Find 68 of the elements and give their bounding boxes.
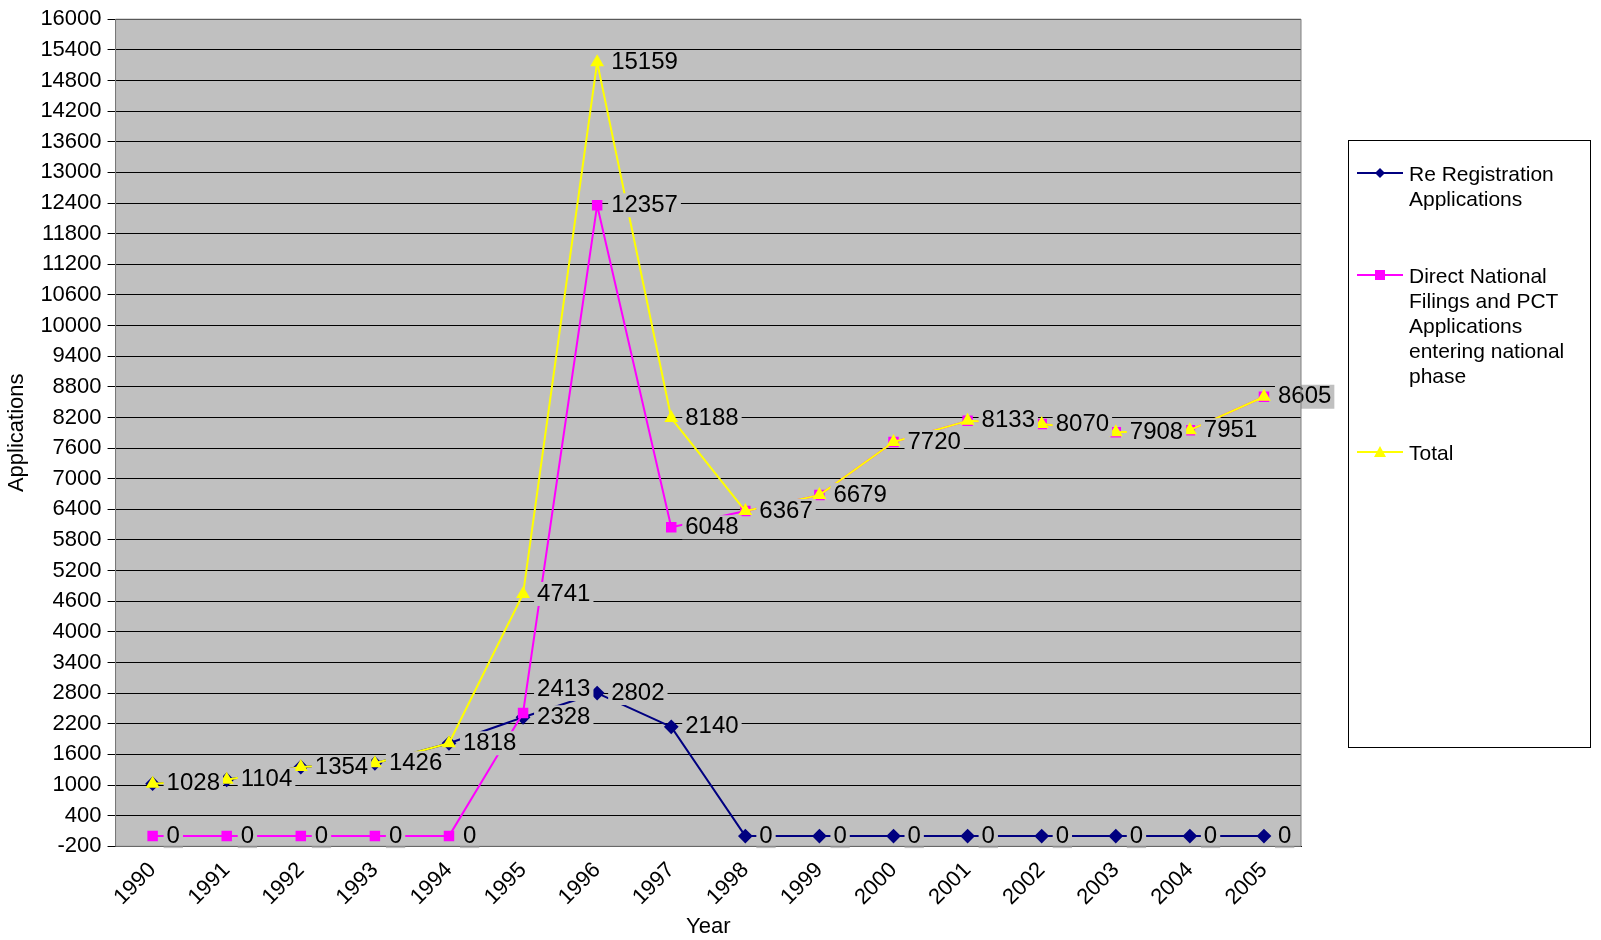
data-label: 1104 xyxy=(240,764,293,792)
y-tick-label: 14200 xyxy=(40,97,102,123)
data-label: 0 xyxy=(981,820,995,848)
data-label: 6367 xyxy=(759,495,813,523)
data-label: 1354 xyxy=(314,751,369,779)
data-label: 12357 xyxy=(611,189,678,217)
data-label: 0 xyxy=(388,820,403,848)
y-tick-label: 6400 xyxy=(52,495,102,521)
y-tick-label: 2200 xyxy=(52,709,102,735)
data-label: 0 xyxy=(907,820,921,848)
y-tick-label: 3400 xyxy=(52,648,102,674)
x-axis-title: Year xyxy=(686,912,731,938)
y-tick-label: 11200 xyxy=(42,250,102,276)
y-tick-label: 16000 xyxy=(40,5,102,31)
y-tick-label: 1000 xyxy=(52,771,102,797)
data-label: 2328 xyxy=(537,701,591,729)
data-label: 7908 xyxy=(1129,416,1184,444)
data-label: 7951 xyxy=(1203,414,1258,442)
y-tick-label: 5200 xyxy=(52,556,102,582)
data-label: 0 xyxy=(166,820,180,848)
y-tick-label: 9400 xyxy=(52,342,102,368)
y-tick-label: 4000 xyxy=(52,617,102,643)
data-label: 1818 xyxy=(462,727,517,755)
data-label: 2802 xyxy=(611,677,665,705)
y-tick-label: 400 xyxy=(64,801,102,827)
data-label: 0 xyxy=(314,820,329,848)
y-tick-label: 5800 xyxy=(52,526,102,552)
data-label: 8070 xyxy=(1055,408,1110,436)
data-label: 0 xyxy=(462,820,477,848)
y-tick-label: 8200 xyxy=(52,403,102,429)
data-label: 6679 xyxy=(833,479,887,507)
y-tick-label: 12400 xyxy=(40,189,102,215)
y-tick-label: 1600 xyxy=(52,740,102,766)
y-tick-label: 15400 xyxy=(40,35,102,61)
data-label: 1426 xyxy=(388,747,443,775)
y-tick-label: 13000 xyxy=(40,158,102,184)
data-label: 0 xyxy=(240,820,255,848)
legend-label: Direct National Filings and PCT Applications entering national phase xyxy=(1409,263,1566,388)
data-label: 15159 xyxy=(611,46,678,74)
y-tick-label: 10000 xyxy=(40,311,102,337)
y-tick-label: 8800 xyxy=(52,372,102,398)
y-tick-label: -200 xyxy=(57,832,102,858)
data-label: 8188 xyxy=(685,402,739,430)
y-tick-label: 13600 xyxy=(40,127,102,153)
data-label: 0 xyxy=(833,820,847,848)
data-label: 4741 xyxy=(537,578,591,606)
data-label: 6048 xyxy=(685,511,739,539)
data-label: 1028 xyxy=(166,768,221,796)
data-label: 2140 xyxy=(685,711,739,739)
legend-label: Re Registration Applications xyxy=(1409,161,1555,211)
y-tick-label: 10600 xyxy=(40,280,102,306)
data-label: 0 xyxy=(1129,820,1144,848)
legend-label: Total xyxy=(1409,440,1454,465)
y-tick-label: 4600 xyxy=(52,587,102,613)
y-tick-label: 7600 xyxy=(52,434,102,460)
data-label: 0 xyxy=(1055,820,1070,848)
data-label: 8605 xyxy=(1277,381,1332,409)
data-label: 0 xyxy=(1277,820,1292,848)
data-label: 2413 xyxy=(537,673,591,701)
data-label: 7720 xyxy=(907,426,961,454)
y-tick-label: 11800 xyxy=(42,219,102,245)
y-axis-title: Applications xyxy=(3,373,29,493)
y-tick-label: 14800 xyxy=(40,66,102,92)
y-tick-label: 2800 xyxy=(52,679,102,705)
y-tick-label: 7000 xyxy=(52,464,102,490)
data-label: 8133 xyxy=(981,405,1035,433)
data-label: 0 xyxy=(759,820,773,848)
data-label: 0 xyxy=(1203,820,1218,848)
